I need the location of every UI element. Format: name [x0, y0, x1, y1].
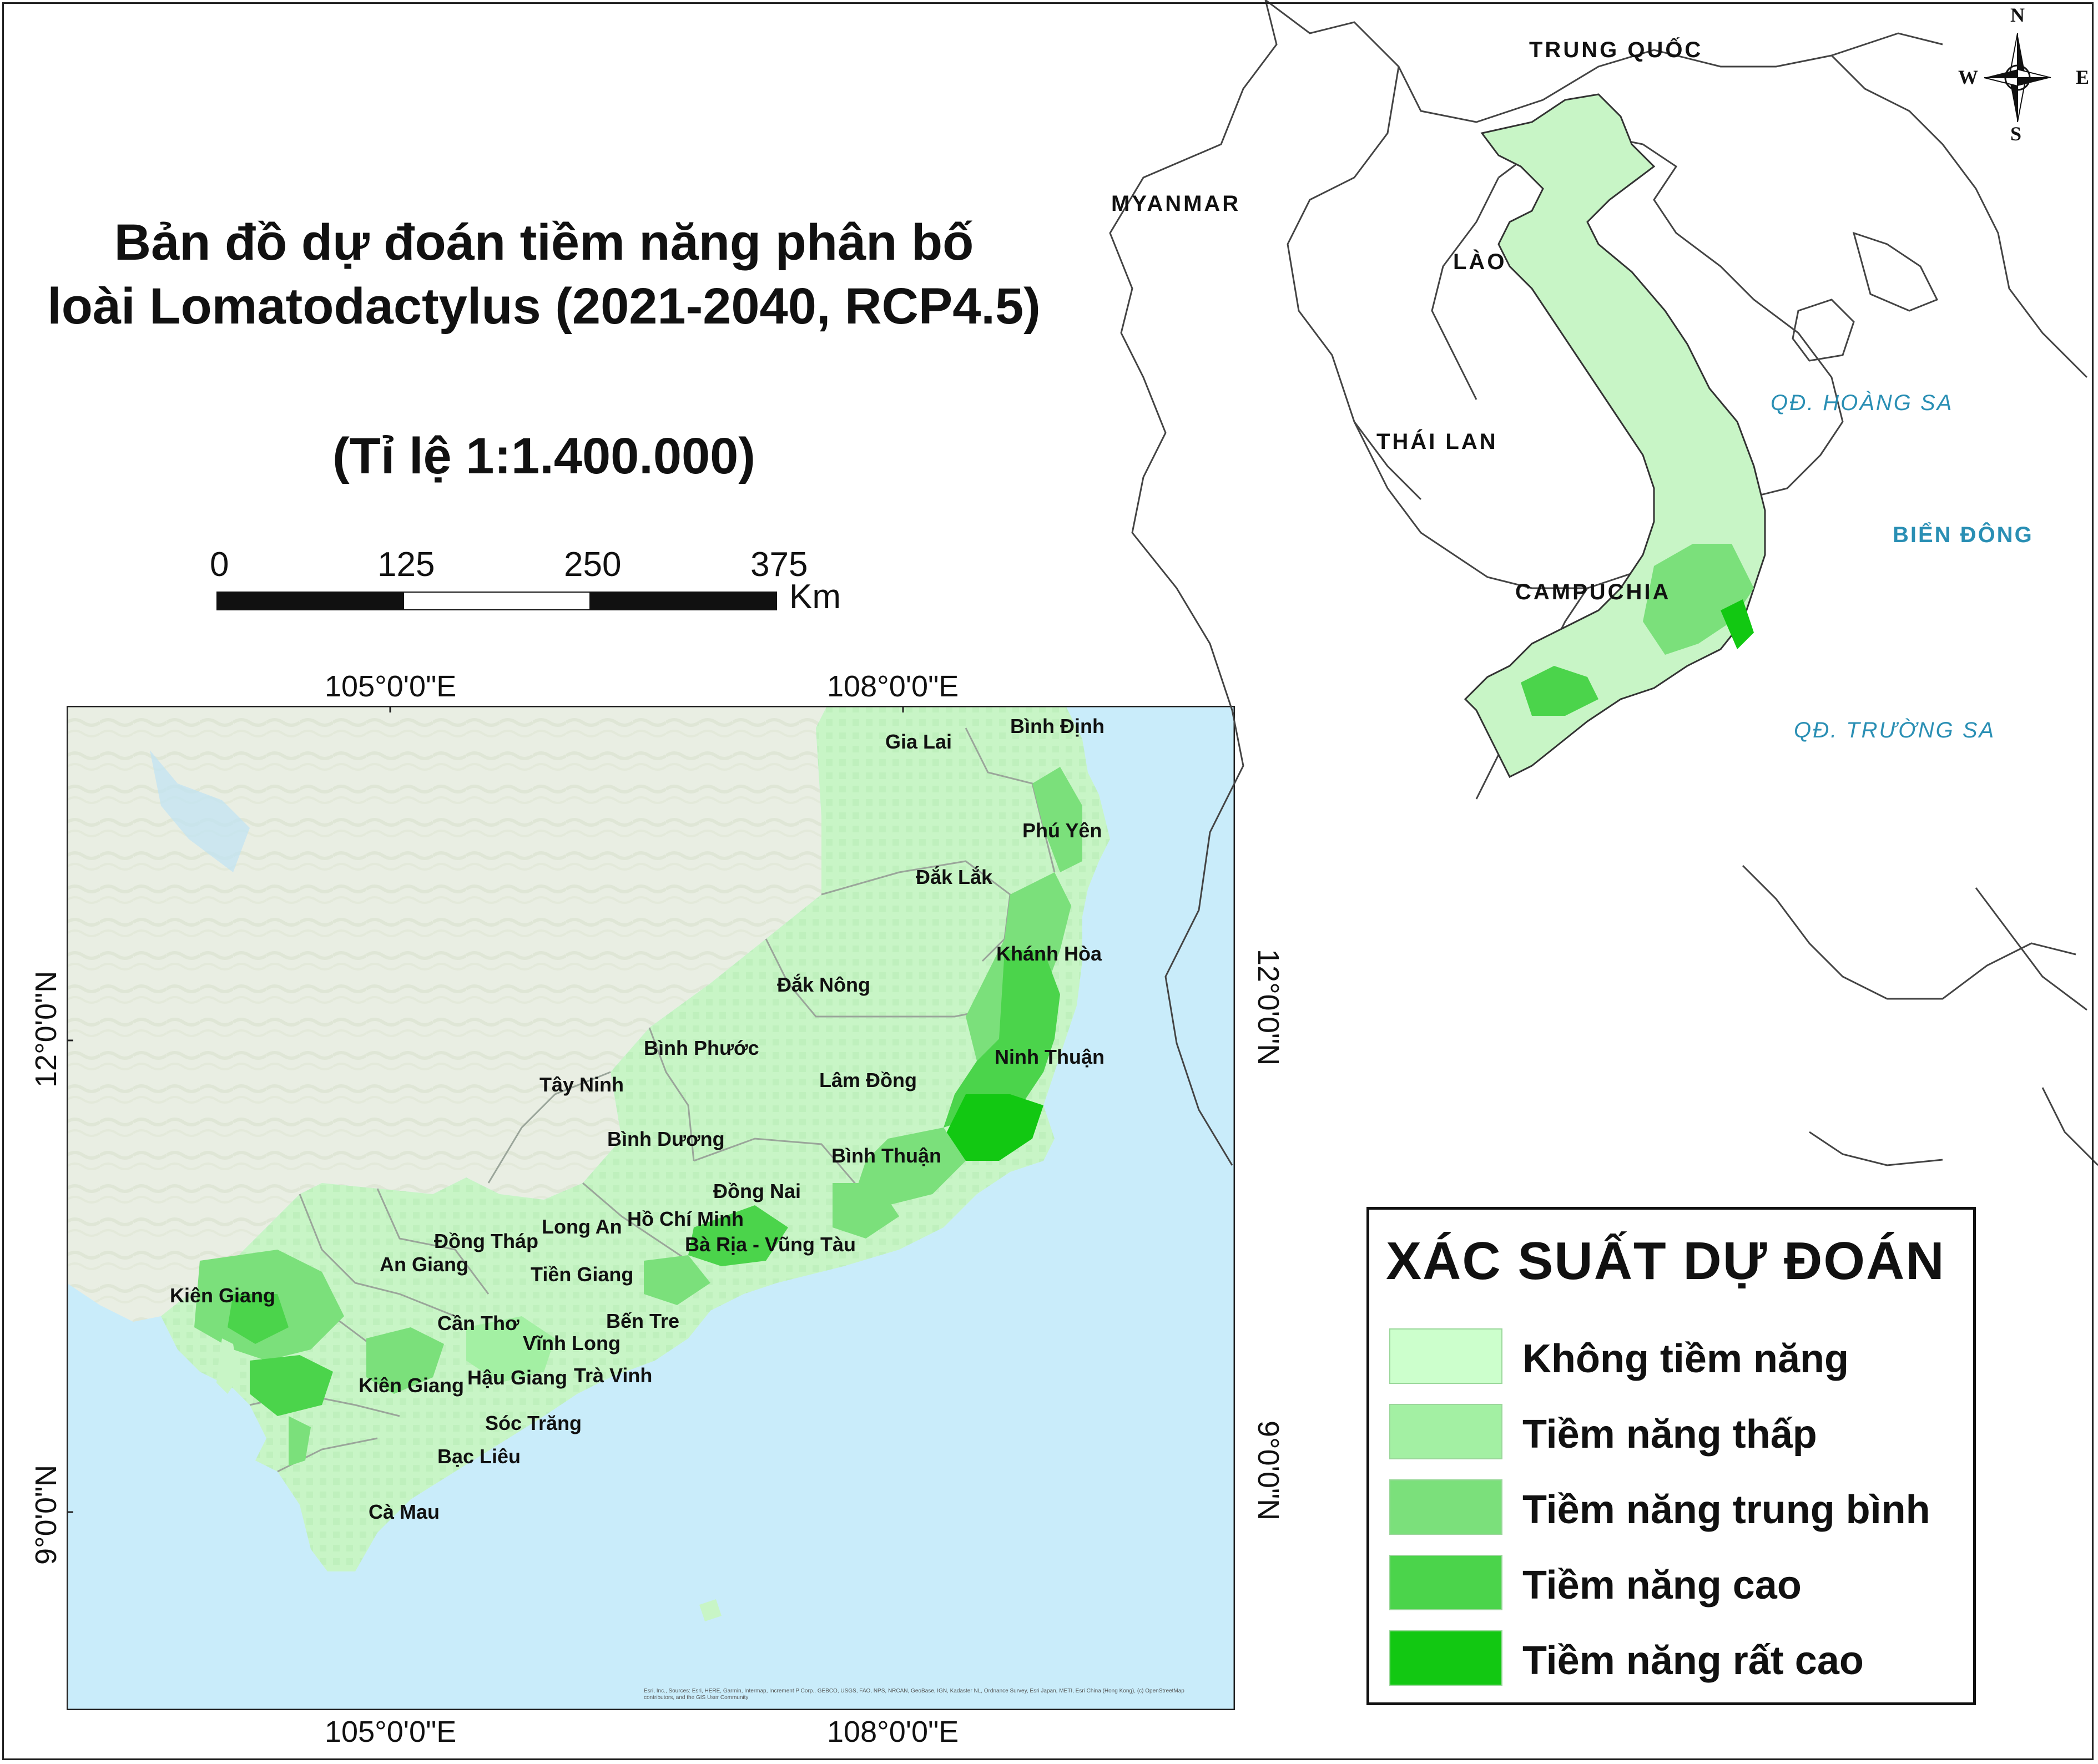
province-label: Gia Lai: [885, 730, 952, 753]
province-label: Phú Yên: [1022, 819, 1102, 842]
legend-item: Tiềm năng cao: [1389, 1555, 1966, 1610]
scale-unit: Km: [789, 578, 841, 616]
country-label: TRUNG QUỐC: [1529, 38, 1703, 62]
legend: XÁC SUẤT DỰ ĐOÁN Không tiềm năng Tiềm nă…: [1366, 1207, 1976, 1705]
country-borders: [1109, 0, 2098, 1166]
province-label: Trà Vinh: [574, 1364, 653, 1387]
legend-swatch: [1389, 1555, 1502, 1610]
lat-label-left-lower: 9°0'0"N: [29, 1464, 63, 1565]
map-title-line-2: loài Lomatodactylus (2021-2040, RCP4.5): [47, 278, 1041, 335]
map-frame: [67, 706, 1235, 1710]
province-label: Đồng Tháp: [434, 1230, 538, 1252]
inset-suitability-high: [1521, 666, 1598, 716]
province-label: Bình Phước: [644, 1037, 759, 1059]
legend-swatch: [1389, 1479, 1502, 1535]
province-label: Bình Thuận: [831, 1144, 941, 1167]
suitability-pixels: [194, 767, 1082, 1466]
legend-title: XÁC SUẤT DỰ ĐOÁN: [1386, 1231, 1945, 1291]
tonle-sap-lake: [150, 750, 250, 872]
phu-quoc-island: [216, 1338, 239, 1394]
province-label: Hồ Chí Minh: [627, 1207, 744, 1230]
scale-tick-label: 125: [377, 545, 435, 584]
scale-bar-graphic: [216, 592, 777, 610]
legend-label: Tiềm năng cao: [1522, 1563, 1802, 1608]
lon-label-bottom-left: 105°0'0"E: [325, 1715, 457, 1748]
map-title-line-1: Bản đồ dự đoán tiềm năng phân bố: [114, 214, 974, 271]
legend-swatch: [1389, 1630, 1502, 1686]
province-label: Đồng Nai: [713, 1180, 801, 1202]
province-label: Bạc Liêu: [437, 1445, 521, 1468]
province-label: Bến Tre: [606, 1310, 680, 1332]
province-label: Kiên Giang: [170, 1284, 276, 1307]
country-label: MYANMAR: [1111, 191, 1241, 216]
legend-label: Tiềm năng rất cao: [1522, 1639, 1864, 1683]
inset-suitability-very-high: [1721, 599, 1754, 649]
compass-north: N: [2010, 4, 2025, 26]
legend-label: Tiềm năng trung bình: [1522, 1488, 1930, 1532]
province-label: Bà Rịa - Vũng Tàu: [685, 1233, 856, 1256]
province-label: Vĩnh Long: [523, 1332, 621, 1354]
province-boundaries: [232, 727, 1056, 1473]
province-label: Cà Mau: [369, 1500, 440, 1523]
scale-tick-label: 250: [564, 545, 622, 584]
scale-tick-label: 0: [210, 545, 229, 584]
legend-swatch: [1389, 1404, 1502, 1459]
legend-item: Tiềm năng trung bình: [1389, 1479, 1966, 1535]
legend-item: Tiềm năng thấp: [1389, 1404, 1966, 1459]
province-label: Ninh Thuận: [995, 1045, 1105, 1068]
country-label: CAMPUCHIA: [1515, 580, 1671, 604]
compass-east: E: [2076, 66, 2090, 88]
province-label: Cần Thơ: [437, 1312, 520, 1335]
legend-label: Tiềm năng thấp: [1522, 1412, 1817, 1457]
province-label: An Giang: [380, 1253, 468, 1276]
inset-suitability-medium: [1643, 544, 1754, 655]
legend-label: Không tiềm năng: [1522, 1337, 1849, 1381]
province-label: Kiên Giang: [359, 1374, 465, 1397]
lon-label-top-left: 105°0'0"E: [325, 670, 457, 703]
province-label: Tây Ninh: [539, 1073, 624, 1096]
sea-label: QĐ. HOÀNG SA: [1771, 391, 1954, 415]
province-label: Tiền Giang: [531, 1263, 634, 1286]
vietnam-inset: [1464, 93, 1766, 779]
map-attribution: Esri, Inc., Sources: Esri, HERE, Garmin,…: [644, 1688, 1184, 1701]
legend-item: Tiềm năng rất cao: [1389, 1630, 1966, 1686]
compass-west: W: [1958, 66, 1978, 88]
province-label: Bình Dương: [607, 1128, 725, 1150]
sea-label: QĐ. TRƯỜNG SA: [1794, 718, 1996, 742]
legend-item: Không tiềm năng: [1389, 1328, 1966, 1384]
province-label: Hậu Giang: [467, 1366, 568, 1389]
compass-south: S: [2010, 123, 2022, 145]
con-dao-island: [699, 1599, 722, 1621]
main-map: [67, 706, 1235, 1710]
province-label: Lâm Đồng: [819, 1069, 917, 1091]
country-label: LÀO: [1453, 250, 1507, 274]
scale-tick-label: 375: [750, 545, 808, 584]
inset-map: [1109, 0, 2098, 1166]
province-label: Long An: [542, 1215, 622, 1238]
compass-rose-icon: [1984, 33, 2051, 123]
province-label: Khánh Hòa: [996, 942, 1102, 965]
lat-label-right-lower: 9°0'0"N: [1252, 1421, 1285, 1521]
province-label: Đắk Lắk: [916, 866, 993, 888]
province-label: Đắk Nông: [777, 973, 871, 996]
province-label: Bình Định: [1010, 715, 1105, 737]
province-label: Sóc Trăng: [485, 1412, 582, 1434]
sea-label: BIỂN ĐÔNG: [1893, 523, 2034, 547]
neighbour-land: [67, 706, 827, 1322]
country-label: THÁI LAN: [1376, 429, 1498, 454]
lon-label-bottom-right: 108°0'0"E: [827, 1715, 959, 1748]
lon-label-top-right: 108°0'0"E: [827, 670, 959, 703]
scale-ratio: (Tỉ lệ 1:1.400.000): [332, 428, 755, 484]
legend-swatch: [1389, 1328, 1502, 1384]
lat-label-left-upper: 12°0'0"N: [29, 971, 63, 1088]
